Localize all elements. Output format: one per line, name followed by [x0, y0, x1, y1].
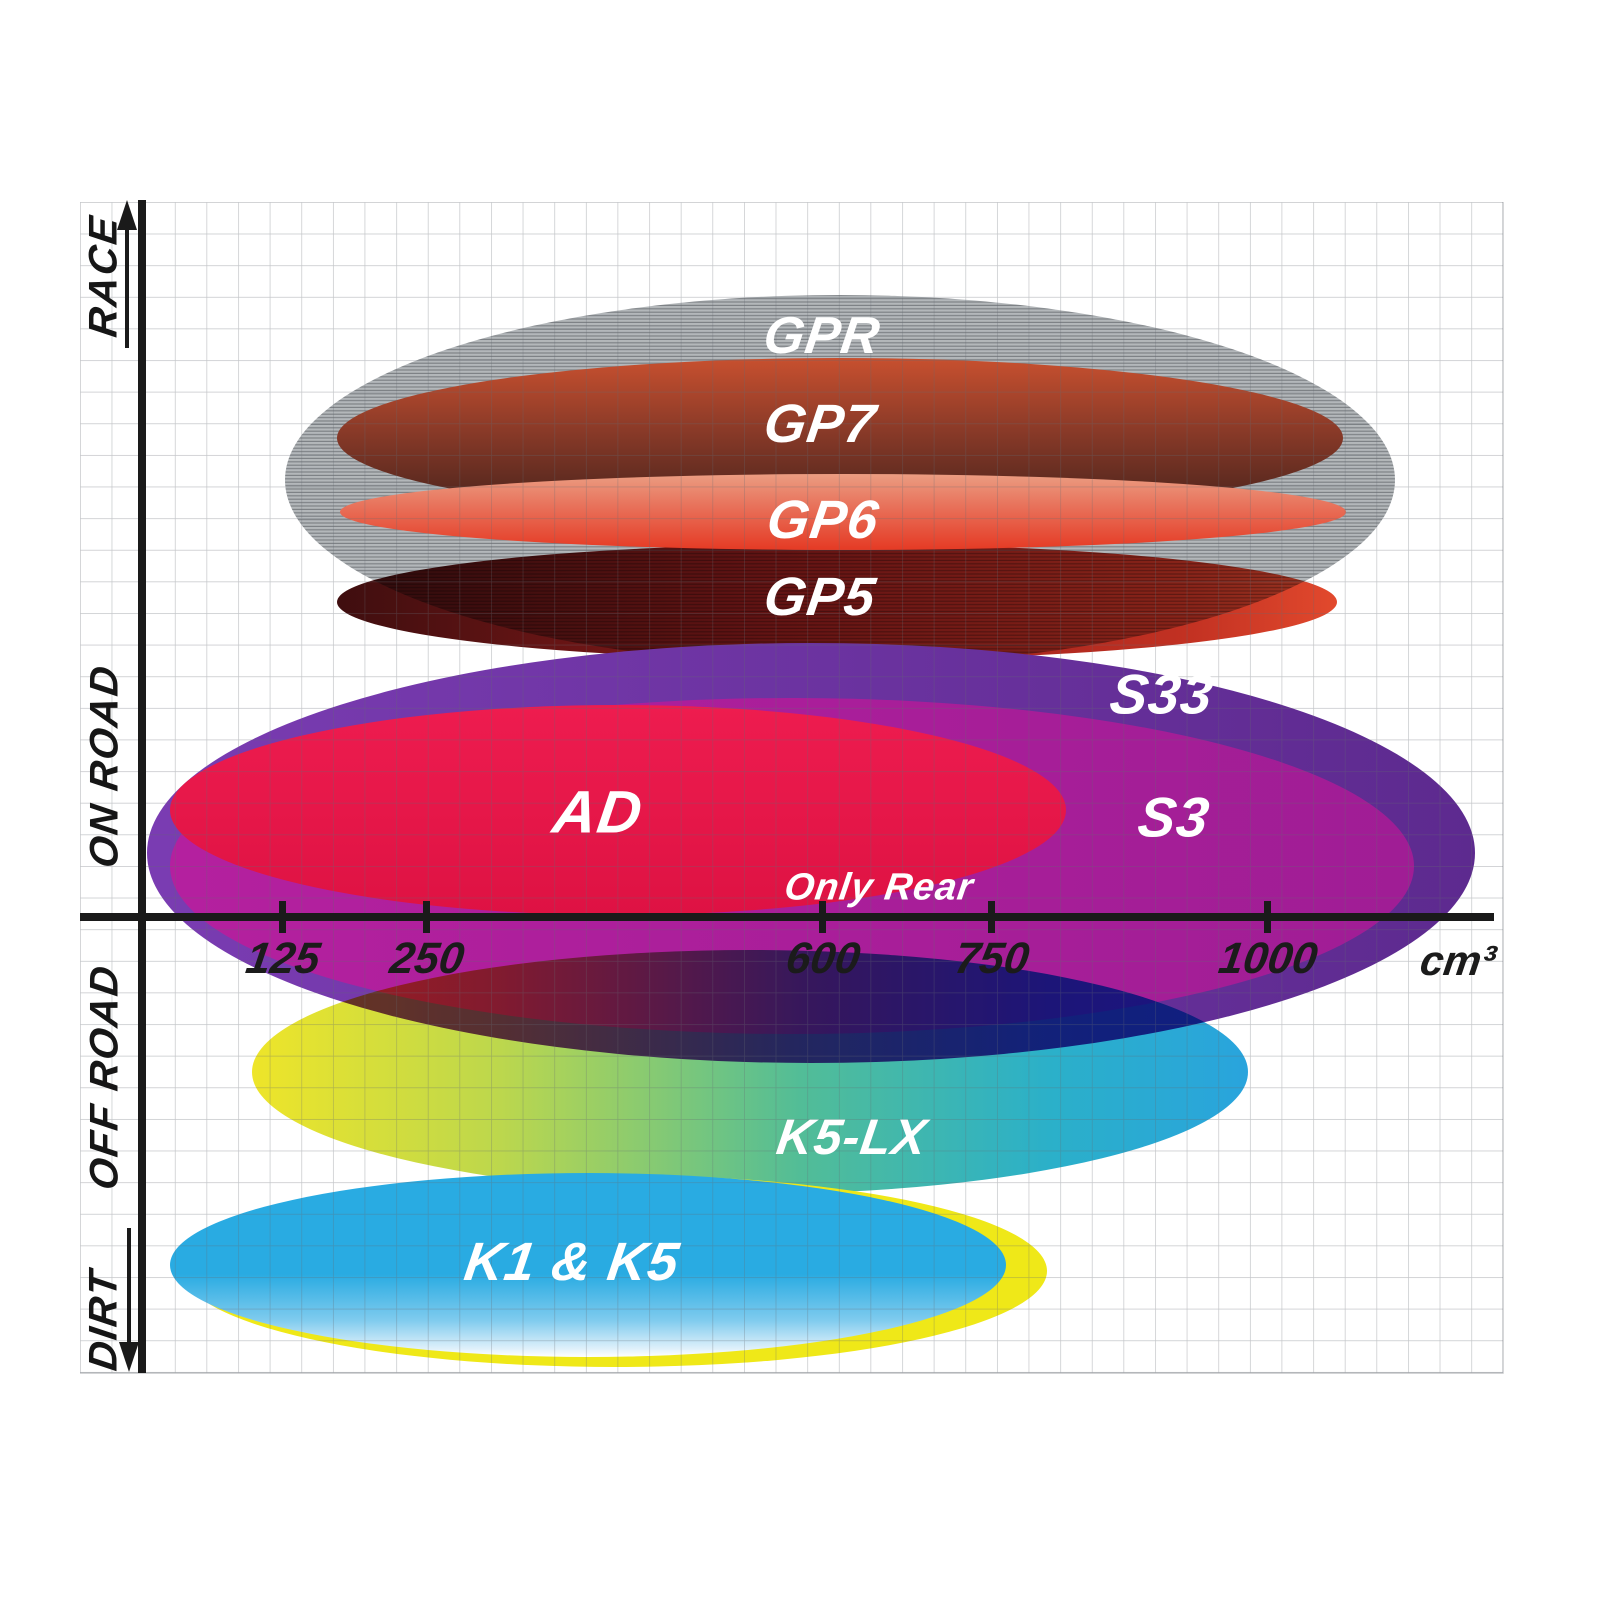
x-tick-750: 750 — [951, 934, 1033, 983]
k5lx-label: K5-LX — [773, 1109, 931, 1165]
race-arrow-icon — [117, 200, 137, 348]
s33-label: S33 — [1106, 662, 1218, 726]
grid-border — [80, 202, 1504, 1374]
y-zone-dirt: DIRT — [81, 1266, 126, 1374]
x-tick-125: 125 — [242, 934, 324, 983]
grid-overlay — [80, 202, 1503, 1373]
x-tick-600: 600 — [782, 934, 864, 983]
k1k5-label: K1 & K5 — [460, 1232, 684, 1292]
y-axis — [138, 200, 146, 1373]
s3-label: S3 — [1134, 785, 1214, 849]
y-zone-race: RACE — [81, 212, 126, 340]
gp6-label: GP6 — [763, 490, 883, 550]
gp7-label: GP7 — [760, 394, 880, 454]
y-zone-off-road: OFF ROAD — [82, 961, 127, 1193]
dirt-arrow-icon — [119, 1228, 139, 1372]
x-tick-1000: 1000 — [1215, 934, 1321, 983]
x-tick-250: 250 — [386, 934, 468, 983]
x-axis-unit: cm³ — [1417, 937, 1499, 984]
y-zone-on-road: ON ROAD — [82, 661, 127, 871]
gpr-label: GPR — [760, 307, 884, 365]
gp5-label: GP5 — [760, 567, 880, 627]
x-axis-ticks — [279, 901, 1271, 933]
only-rear-note: Only Rear — [781, 866, 977, 909]
ad-label: AD — [548, 778, 648, 846]
x-axis — [80, 913, 1494, 921]
